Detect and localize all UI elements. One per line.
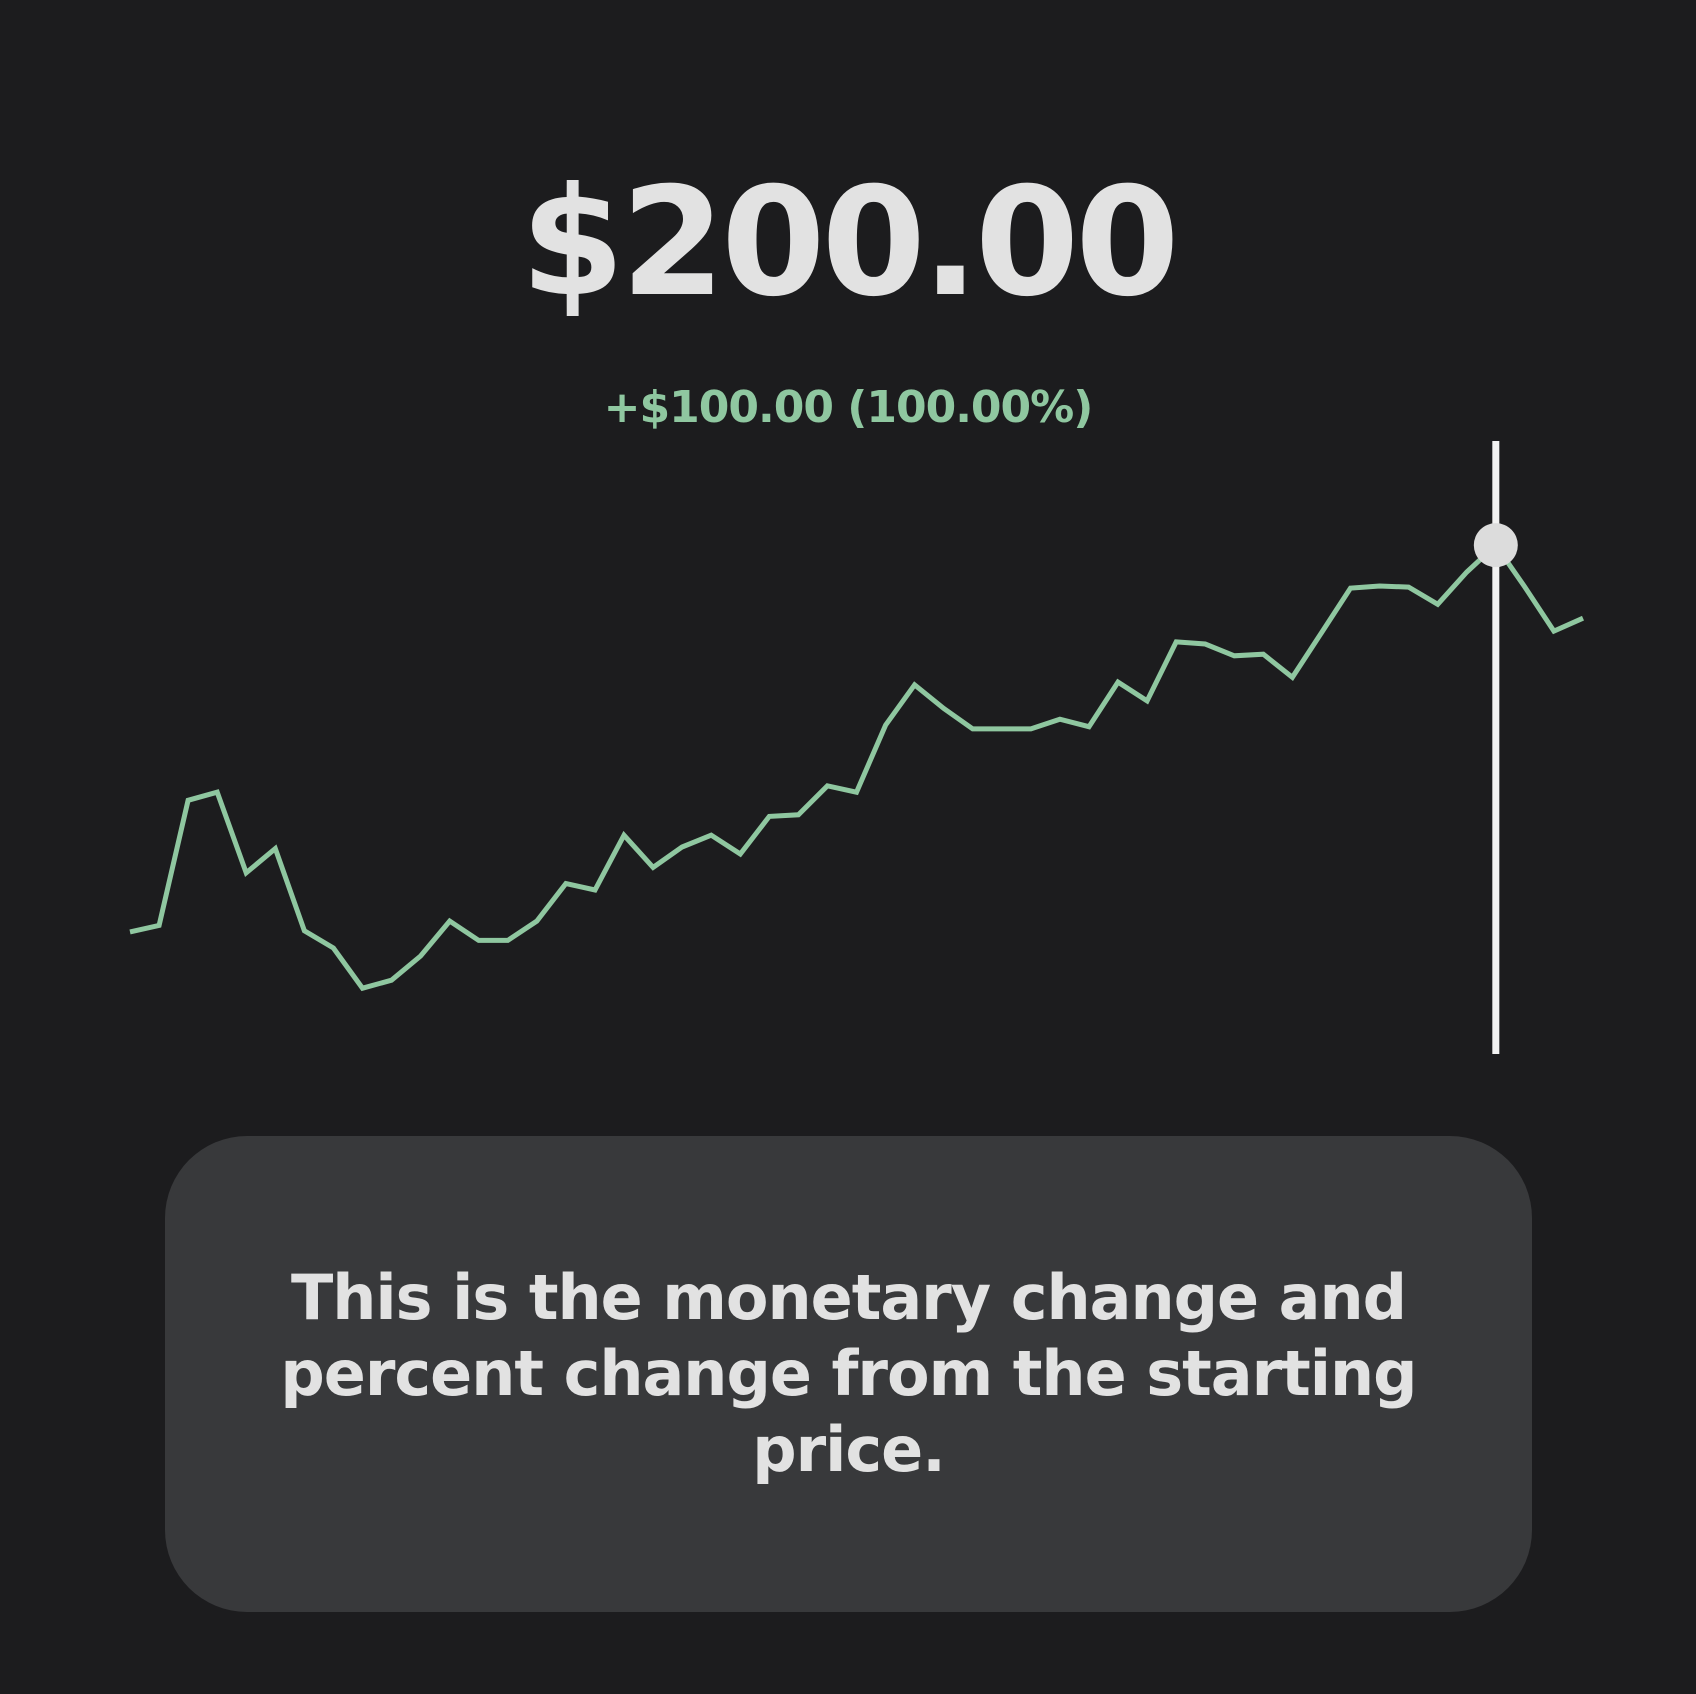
tooltip-card: This is the monetary change and percent …: [165, 1136, 1532, 1612]
price-change: +$100.00 (100.00%): [603, 382, 1094, 433]
chart-cursor-handle[interactable]: [1473, 523, 1518, 568]
current-price: $200.00: [520, 156, 1179, 330]
tooltip-text: This is the monetary change and percent …: [280, 1261, 1417, 1486]
series-line-price: [129, 541, 1585, 992]
